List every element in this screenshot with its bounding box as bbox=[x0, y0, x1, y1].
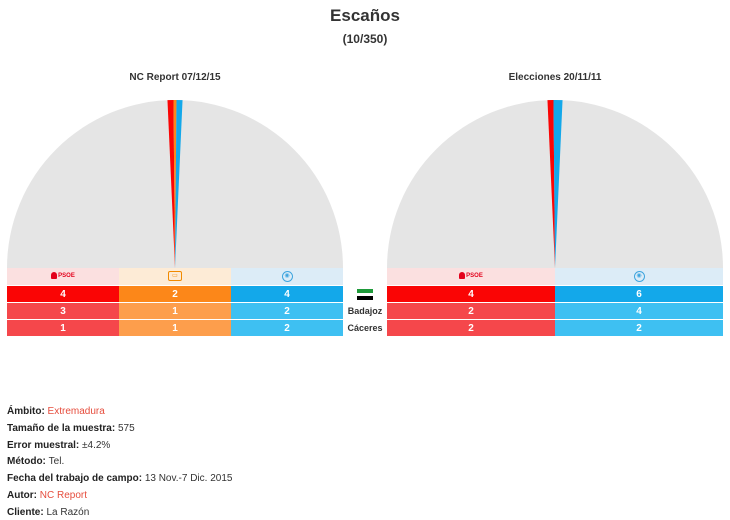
info-link[interactable]: NC Report bbox=[39, 490, 88, 501]
chart-title: Escaños bbox=[330, 6, 400, 25]
info-label: Autor: bbox=[7, 490, 40, 501]
psoe-rose-logo-icon: PSOE bbox=[51, 272, 75, 280]
right-badajoz-psoe: 2 bbox=[387, 302, 555, 320]
left-caceres-pp: 2 bbox=[231, 319, 343, 337]
chart-subtitle: (10/350) bbox=[342, 32, 388, 46]
psoe-logo-cell: PSOE bbox=[7, 268, 119, 286]
right-total-pp: 6 bbox=[555, 285, 723, 303]
left-badajoz-podemos: 1 bbox=[119, 302, 231, 320]
right-wedge-pp bbox=[553, 100, 563, 268]
info-row: Tamaño de la muestra: 575 bbox=[7, 423, 135, 434]
info-value: La Razón bbox=[46, 506, 90, 518]
right-seats-table: PSOE ◉ 4 6 2 4 2 2 bbox=[387, 268, 723, 337]
pp-logo-icon: ◉ bbox=[281, 270, 293, 282]
psoe-logo-cell: PSOE bbox=[387, 268, 555, 286]
right-wedge-psoe bbox=[547, 100, 555, 268]
info-value: 575 bbox=[117, 422, 135, 434]
info-row: Método: Tel. bbox=[7, 456, 64, 467]
left-chart-title: NC Report 07/12/15 bbox=[129, 72, 221, 83]
pp-logo-cell: ◉ bbox=[231, 268, 343, 286]
right-chart-title: Elecciones 20/11/11 bbox=[508, 72, 602, 83]
left-badajoz-pp: 2 bbox=[231, 302, 343, 320]
info-row: Ámbito: Extremadura bbox=[7, 406, 105, 417]
info-row: Error muestral: ±4.2% bbox=[7, 440, 110, 451]
info-label: Método: bbox=[7, 456, 49, 468]
info-row: Fecha del trabajo de campo: 13 Nov.-7 Di… bbox=[7, 473, 232, 484]
left-caceres-podemos: 1 bbox=[119, 319, 231, 337]
right-total-psoe: 4 bbox=[387, 285, 555, 303]
psoe-rose-logo-icon: PSOE bbox=[459, 272, 483, 280]
left-total-pp: 4 bbox=[231, 285, 343, 303]
info-label: Ámbito: bbox=[7, 406, 48, 417]
pp-logo-icon: ◉ bbox=[633, 270, 645, 282]
pp-logo-cell: ◉ bbox=[555, 268, 723, 286]
left-wedge-pp bbox=[175, 100, 183, 268]
info-link[interactable]: Extremadura bbox=[47, 406, 105, 417]
extremadura-flag-icon bbox=[357, 289, 373, 300]
info-row: Autor: NC Report bbox=[7, 490, 87, 501]
right-hemicycle bbox=[387, 100, 723, 268]
left-hemicycle bbox=[7, 100, 343, 268]
left-total-podemos: 2 bbox=[119, 285, 231, 303]
info-label: Error muestral: bbox=[7, 439, 83, 451]
left-total-psoe: 4 bbox=[7, 285, 119, 303]
info-label: Cliente: bbox=[7, 506, 47, 518]
info-row: Cliente: La Razón bbox=[7, 507, 89, 518]
info-value: ±4.2% bbox=[82, 439, 111, 451]
left-wedge-podemos bbox=[173, 100, 177, 268]
row-label-badajoz: Badajoz bbox=[347, 306, 383, 316]
left-wedge-psoe bbox=[167, 100, 175, 268]
info-value: Tel. bbox=[48, 456, 65, 468]
right-badajoz-pp: 4 bbox=[555, 302, 723, 320]
left-caceres-psoe: 1 bbox=[7, 319, 119, 337]
left-badajoz-psoe: 3 bbox=[7, 302, 119, 320]
right-caceres-pp: 2 bbox=[555, 319, 723, 337]
row-label-caceres: Cáceres bbox=[347, 323, 383, 333]
podemos-logo-cell: ▭ bbox=[119, 268, 231, 286]
info-label: Tamaño de la muestra: bbox=[7, 422, 118, 434]
info-value: 13 Nov.-7 Dic. 2015 bbox=[144, 473, 233, 485]
left-seats-table: PSOE ▭ ◉ 4 2 4 3 1 2 1 1 2 bbox=[7, 268, 343, 337]
right-caceres-psoe: 2 bbox=[387, 319, 555, 337]
info-label: Fecha del trabajo de campo: bbox=[7, 473, 145, 485]
podemos-logo-icon: ▭ bbox=[168, 271, 182, 282]
